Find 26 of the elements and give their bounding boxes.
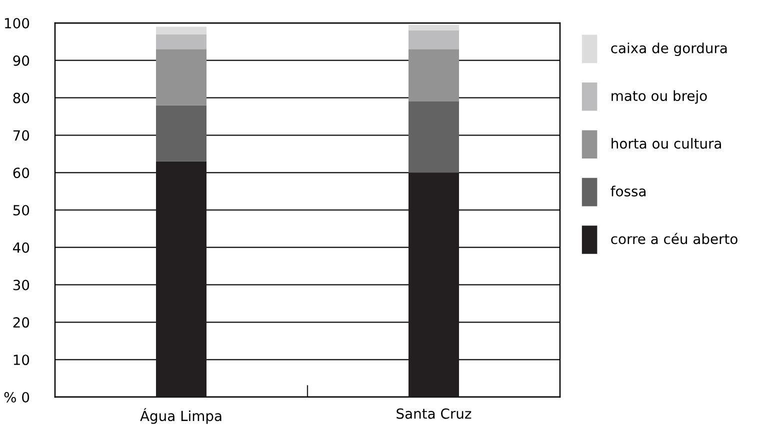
bar (408, 49, 459, 102)
y-tick-label: 80 (13, 92, 30, 104)
legend-label: fossa (610, 186, 646, 196)
x-tick-label: Água Limpa (140, 408, 222, 424)
bar (156, 105, 206, 162)
y-tick-label: 30 (13, 280, 30, 290)
y-tick-label: 100 (5, 18, 30, 28)
legend-label: corre a céu aberto (611, 232, 738, 244)
x-tick-label: Santa Cruz (396, 408, 472, 419)
y-tick-label: 20 (13, 317, 30, 328)
bar (156, 26, 206, 34)
bar (408, 24, 459, 30)
y-tick-label: 10 (14, 354, 30, 366)
legend-label: horta ou cultura (612, 138, 721, 149)
y-tick-label: 40 (13, 242, 30, 253)
bar (408, 102, 459, 173)
bar (156, 49, 206, 106)
y-tick-label: 70 (13, 130, 30, 141)
bar (156, 34, 206, 50)
bar (408, 30, 459, 50)
legend-label: caixa de gordura (611, 42, 727, 56)
legend-label: mato ou brejo (612, 90, 707, 104)
y-tick-label: % 0 (4, 392, 30, 402)
y-tick-label: 60 (13, 168, 30, 178)
y-tick-label: 50 (13, 204, 30, 216)
y-tick-label: 90 (13, 55, 30, 66)
